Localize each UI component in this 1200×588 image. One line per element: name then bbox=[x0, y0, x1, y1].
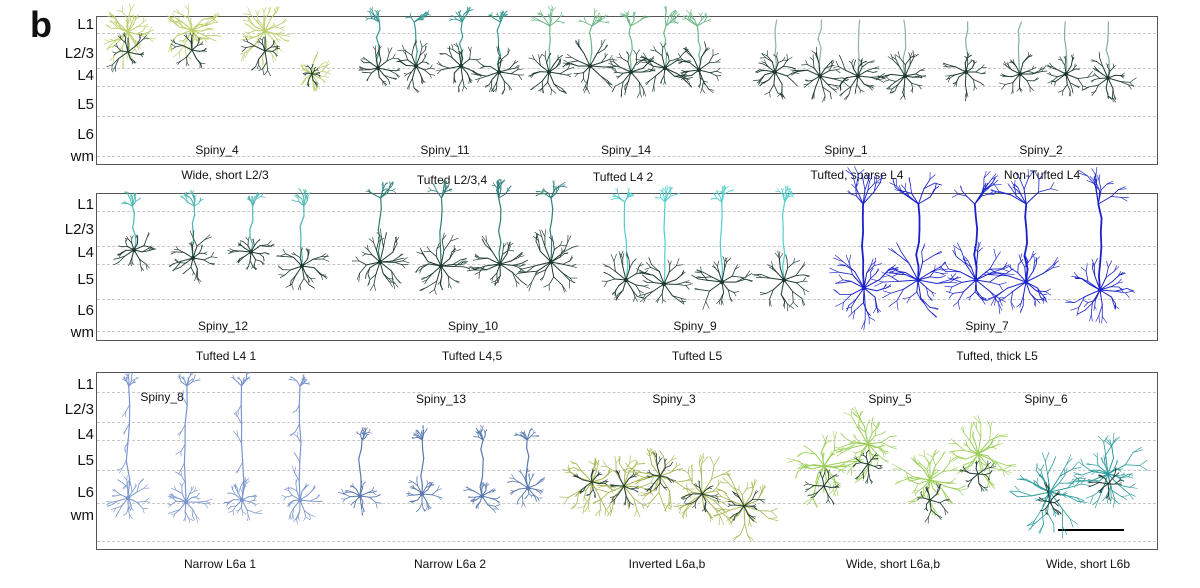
type-label: Tufted L2/3,4 bbox=[416, 173, 488, 187]
layer-label-l1: L1 bbox=[77, 16, 94, 33]
layer-label-l6: L6 bbox=[77, 126, 94, 143]
cell-name: Spiny_4 bbox=[195, 143, 239, 157]
cell-name: Spiny_5 bbox=[868, 392, 912, 406]
scale-bar bbox=[1058, 529, 1124, 531]
cell-name: Spiny_10 bbox=[447, 319, 499, 333]
type-label: Tufted, thick L5 bbox=[956, 349, 1038, 363]
type-label: Narrow L6a 1 bbox=[183, 557, 257, 571]
cell-name: Spiny_13 bbox=[415, 392, 467, 406]
layer-label-l23: L2/3 bbox=[64, 401, 94, 418]
cell-name: Spiny_1 bbox=[824, 143, 868, 157]
cell-name: Spiny_9 bbox=[673, 319, 717, 333]
layer-label-l5: L5 bbox=[77, 452, 94, 469]
layer-label-l6: L6 bbox=[77, 302, 94, 319]
layer-label-l6: L6 bbox=[77, 484, 94, 501]
layer-label-l23: L2/3 bbox=[64, 221, 94, 238]
cell-name: Spiny_2 bbox=[1019, 143, 1063, 157]
type-label: Tufted L4 2 bbox=[592, 170, 654, 184]
layer-label-l4: L4 bbox=[77, 67, 94, 84]
type-label: Wide, short L6a,b bbox=[845, 557, 941, 571]
cell-name: Spiny_8 bbox=[140, 390, 184, 404]
cell-name: Spiny_6 bbox=[1024, 392, 1068, 406]
row-2-box bbox=[96, 193, 1158, 341]
type-label: Tufted, sparse L4 bbox=[810, 168, 904, 182]
type-label: Tufted L4,5 bbox=[441, 349, 503, 363]
cell-name: Spiny_3 bbox=[652, 392, 696, 406]
layer-label-l4: L4 bbox=[77, 426, 94, 443]
layer-label-l23: L2/3 bbox=[64, 45, 94, 62]
cell-name: Spiny_7 bbox=[965, 319, 1009, 333]
type-label: Wide, short L6b bbox=[1045, 557, 1131, 571]
type-label: Wide, short L2/3 bbox=[181, 168, 269, 182]
type-label: Inverted L6a,b bbox=[628, 557, 706, 571]
type-label: Narrow L6a 2 bbox=[413, 557, 487, 571]
type-label: Tufted L4 1 bbox=[195, 349, 257, 363]
layer-label-wm: wm bbox=[70, 148, 94, 165]
panel-letter: b bbox=[30, 4, 52, 45]
layer-label-l5: L5 bbox=[77, 271, 94, 288]
layer-label-wm: wm bbox=[70, 507, 94, 524]
cell-name: Spiny_14 bbox=[600, 143, 652, 157]
type-label: Tufted L5 bbox=[671, 349, 723, 363]
cell-name: Spiny_12 bbox=[197, 319, 249, 333]
layer-label-l4: L4 bbox=[77, 244, 94, 261]
cell-name: Spiny_11 bbox=[420, 143, 470, 157]
layer-label-wm: wm bbox=[70, 324, 94, 341]
layer-label-l5: L5 bbox=[77, 96, 94, 113]
layer-label-l1: L1 bbox=[77, 376, 94, 393]
layer-label-l1: L1 bbox=[77, 196, 94, 213]
